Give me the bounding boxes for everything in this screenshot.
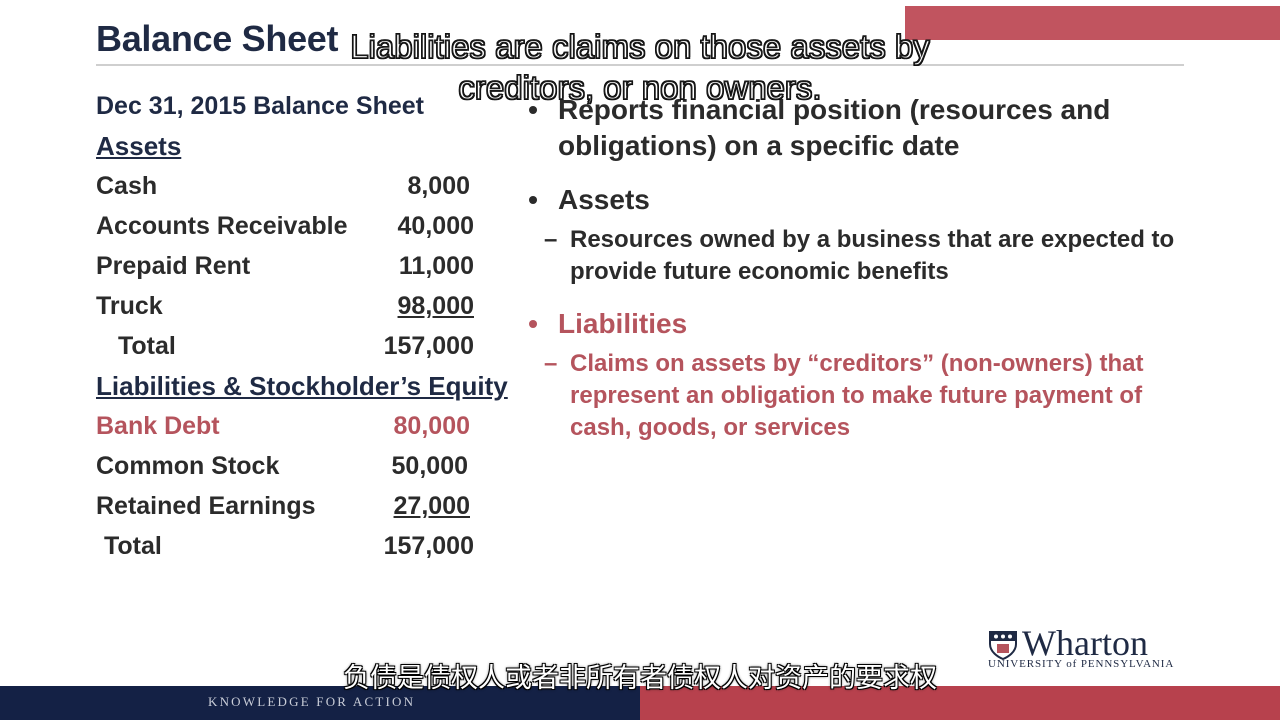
liabilities-equity-heading: Liabilities & Stockholder’s Equity [96, 371, 508, 401]
chinese-subtitle: 负债是债权人或者非所有者债权人对资产的要求权 [343, 663, 937, 694]
balance-sheet-date: Dec 31, 2015 Balance Sheet [96, 92, 424, 120]
equity-row-common-stock: Common Stock 50,000 [96, 446, 526, 486]
sub-bullet-text: Resources owned by a business that are e… [570, 226, 1175, 285]
row-value: 40,000 [397, 212, 474, 240]
bullet-dot-icon: • [528, 308, 538, 339]
row-value: 8,000 [407, 172, 470, 200]
wharton-shield-icon [989, 631, 1017, 660]
definition-bullets: • Reports financial position (resources … [518, 92, 1178, 444]
assets-total-row: Total 157,000 [96, 326, 526, 366]
dash-icon: – [544, 226, 558, 253]
row-label: Retained Earnings [96, 492, 316, 520]
row-value: 98,000 [397, 292, 474, 320]
sub-bullet-liabilities-definition: – Claims on assets by “creditors” (non-o… [518, 348, 1178, 444]
sub-bullet-assets-definition: – Resources owned by a business that are… [518, 224, 1178, 288]
title-divider [96, 64, 1184, 66]
row-label: Prepaid Rent [96, 252, 251, 280]
bullet-text: Assets [558, 184, 650, 215]
liabilities-total-row: Total 157,000 [96, 526, 526, 566]
bullet-dot-icon: • [528, 94, 538, 125]
footer-red-bar [640, 686, 1280, 720]
asset-row-prepaid-rent: Prepaid Rent 11,000 [96, 246, 526, 286]
bullet-dot-icon: • [528, 184, 538, 215]
balance-sheet-table: Dec 31, 2015 Balance Sheet Assets Cash 8… [96, 86, 526, 566]
bullet-liabilities: • Liabilities [518, 306, 1178, 342]
row-label: Accounts Receivable [96, 212, 348, 240]
row-label: Bank Debt [96, 412, 220, 440]
row-label: Total [104, 532, 162, 560]
row-label: Truck [96, 292, 163, 320]
wharton-wordmark: Wharton [1022, 623, 1148, 663]
sub-bullet-text: Claims on assets by “creditors” (non-own… [570, 350, 1144, 441]
bullet-text: Reports financial position (resources an… [558, 94, 1111, 161]
slide-title: Balance Sheet [96, 18, 339, 59]
asset-row-accounts-receivable: Accounts Receivable 40,000 [96, 206, 526, 246]
wharton-university-line: UNIVERSITY of PENNSYLVANIA [988, 658, 1175, 670]
bullet-assets: • Assets [518, 182, 1178, 218]
row-value: 11,000 [398, 252, 474, 280]
row-label: Total [118, 332, 176, 360]
dash-icon: – [544, 350, 558, 377]
equity-row-retained-earnings: Retained Earnings 27,000 [96, 486, 526, 526]
footer-navy-bar [0, 686, 640, 720]
asset-row-cash: Cash 8,000 [96, 166, 526, 206]
assets-heading: Assets [96, 131, 182, 161]
wharton-logo: Wharton UNIVERSITY of PENNSYLVANIA [988, 623, 1193, 672]
row-value: 27,000 [393, 492, 470, 520]
row-value: 50,000 [391, 452, 468, 480]
top-accent-bar [905, 6, 1280, 40]
english-subtitle: Liabilities are claims on those assets b… [349, 27, 930, 106]
liability-row-bank-debt: Bank Debt 80,000 [96, 406, 526, 446]
row-value: 157,000 [383, 332, 474, 360]
row-label: Common Stock [96, 452, 280, 480]
row-value: 80,000 [393, 412, 470, 440]
bullet-text: Liabilities [558, 308, 688, 339]
row-label: Cash [96, 172, 158, 200]
footer-tagline: KNOWLEDGE FOR ACTION [208, 694, 416, 709]
row-value: 157,000 [383, 532, 474, 560]
asset-row-truck: Truck 98,000 [96, 286, 526, 326]
bullet-financial-position: • Reports financial position (resources … [518, 92, 1178, 164]
